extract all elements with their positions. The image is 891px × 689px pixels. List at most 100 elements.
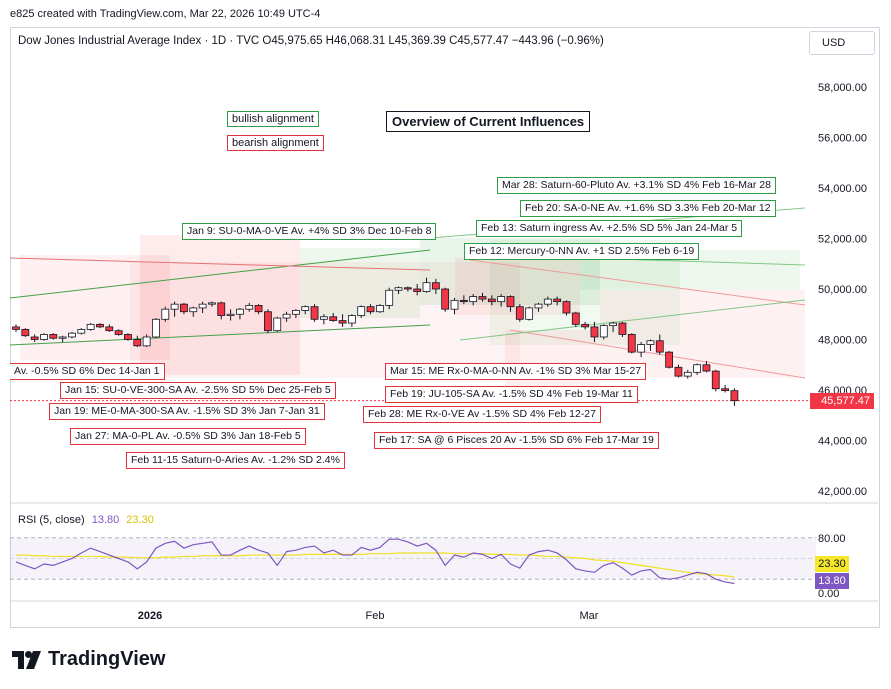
price-tick-label: 50,000.00 — [818, 284, 867, 296]
candle-body — [58, 336, 67, 339]
price-axis: 58,000.00 56,000.00 54,000.00 52,000.00 50,0… — [818, 82, 867, 498]
bearish-legend: bearish alignment — [227, 135, 324, 151]
candle-body — [627, 334, 636, 353]
rsi-value-1: 13.80 — [91, 514, 120, 526]
candle-body — [49, 334, 58, 339]
influence-zone — [130, 262, 520, 378]
candle-body — [133, 339, 142, 347]
candle-body — [282, 313, 291, 319]
candle-body — [450, 299, 459, 310]
price-tick-label: 44,000.00 — [818, 436, 867, 448]
price-chart[interactable]: 58,000.00 56,000.00 54,000.00 52,000.00 50,0… — [10, 28, 878, 628]
candle-body — [497, 296, 506, 303]
channel-line — [509, 329, 806, 379]
annotation-red: Jan 19: ME-0-MA-300-SA Av. -1.5% SD 3% J… — [49, 403, 325, 420]
annotation-green: Jan 9: SU-0-MA-0-VE Av. +4% SD 3% Dec 10… — [182, 223, 437, 240]
candle-body — [142, 336, 151, 347]
candle-body — [12, 326, 20, 330]
candle-body — [637, 344, 646, 353]
candle-body — [170, 303, 179, 310]
channel-line — [10, 324, 431, 346]
candle-body — [347, 315, 356, 324]
price-tick-label: 58,000.00 — [818, 82, 867, 94]
price-tick-label: 52,000.00 — [818, 234, 867, 246]
candle-body — [525, 307, 534, 320]
candle-body — [254, 305, 263, 313]
candle-body — [30, 336, 39, 340]
time-tick-label: 2026 — [138, 610, 162, 622]
time-tick-label: Feb — [366, 610, 385, 622]
candle-body — [693, 364, 701, 373]
tradingview-logo[interactable]: TradingView — [12, 648, 165, 671]
candle-body — [394, 287, 403, 291]
candle-body — [403, 287, 412, 290]
candle-body — [534, 303, 543, 309]
channel-line — [10, 257, 431, 271]
candle-body — [264, 311, 272, 332]
channel-line — [10, 249, 431, 299]
candle-body — [431, 282, 440, 290]
candle-body — [487, 298, 496, 303]
time-axis: 2026 Feb Mar — [10, 600, 878, 622]
annotation-green: Feb 12: Mercury-0-NN Av. +1 SD 2.5% Feb … — [464, 243, 700, 260]
rsi-panel: 80.00 0.00 — [10, 502, 878, 600]
candle-body — [375, 305, 384, 313]
annotation-red: Jan 27: MA-0-PL Av. -0.5% SD 3% Jan 18-F… — [70, 428, 306, 445]
candle-body — [506, 296, 515, 308]
rsi-legend: RSI (5, close) 13.80 23.30 — [18, 514, 154, 526]
price-tick-label: 54,000.00 — [818, 183, 867, 195]
candle-body — [208, 302, 216, 305]
candle-body — [180, 303, 188, 313]
annotation-red: Feb 28: ME Rx-0-VE Av -1.5% SD 4% Feb 12… — [363, 406, 601, 423]
candle-body — [105, 326, 114, 332]
candle-body — [618, 322, 627, 335]
candle-body — [198, 303, 207, 309]
rsi-tick-label: 80.00 — [818, 533, 846, 545]
candle-body — [702, 364, 711, 372]
candle-body — [674, 366, 683, 377]
price-tick-label: 56,000.00 — [818, 133, 867, 145]
candle-body — [655, 340, 664, 353]
candle-body — [245, 305, 254, 310]
annotation-green: Feb 13: Saturn ingress Av. +2.5% SD 5% J… — [476, 220, 743, 237]
candle-body — [291, 310, 300, 315]
rsi-tick-label: 0.00 — [818, 588, 839, 600]
candle-body — [366, 306, 375, 313]
currency-button[interactable]: USD — [809, 31, 875, 55]
rsi-ma-line — [16, 552, 735, 578]
price-tick-label: 42,000.00 — [818, 486, 867, 498]
channel-line — [459, 299, 806, 341]
candle-body — [114, 330, 123, 335]
tradingview-logo-text: TradingView — [48, 648, 166, 670]
candle-body — [86, 323, 95, 330]
annotation-red: Feb 19: JU-105-SA Av. -1.5% SD 4% Feb 19… — [385, 386, 638, 403]
candle-body — [329, 316, 338, 321]
candle-body — [469, 296, 478, 303]
candle-body — [152, 318, 160, 338]
candle-body — [385, 289, 394, 306]
candle-body — [581, 323, 590, 328]
rsi-value-2: 23.30 — [126, 514, 154, 526]
candle-body — [609, 322, 618, 327]
candle-body — [217, 302, 226, 316]
rsi-label: RSI (5, close) — [18, 514, 85, 526]
candle-body — [683, 371, 692, 377]
candle-body — [338, 320, 347, 324]
tradingview-logo-icon — [12, 650, 41, 669]
candle-body — [422, 282, 431, 292]
candle-body — [590, 326, 599, 338]
annotation-red: Feb 17: SA @ 6 Pisces 20 Av -1.5% SD 6% … — [374, 432, 659, 449]
candle-body — [96, 323, 104, 328]
channel-line — [469, 259, 806, 306]
candle-body — [599, 325, 608, 338]
annotation-green: Feb 20: SA-0-NE Av. +1.6% SD 3.3% Feb 20… — [520, 200, 776, 217]
candle-body — [301, 306, 310, 311]
time-tick-label: Mar — [580, 610, 599, 622]
candle-body — [40, 334, 48, 340]
candle-body — [441, 288, 450, 310]
influence-zone — [455, 258, 580, 315]
rsi-ma-tag: 23.30 — [815, 556, 849, 572]
symbol-ohlc-line: Dow Jones Industrial Average Index · 1D … — [18, 35, 604, 47]
candle-body — [189, 307, 198, 313]
annotation-red: Av. -0.5% SD 6% Dec 14-Jan 1 — [10, 363, 165, 380]
